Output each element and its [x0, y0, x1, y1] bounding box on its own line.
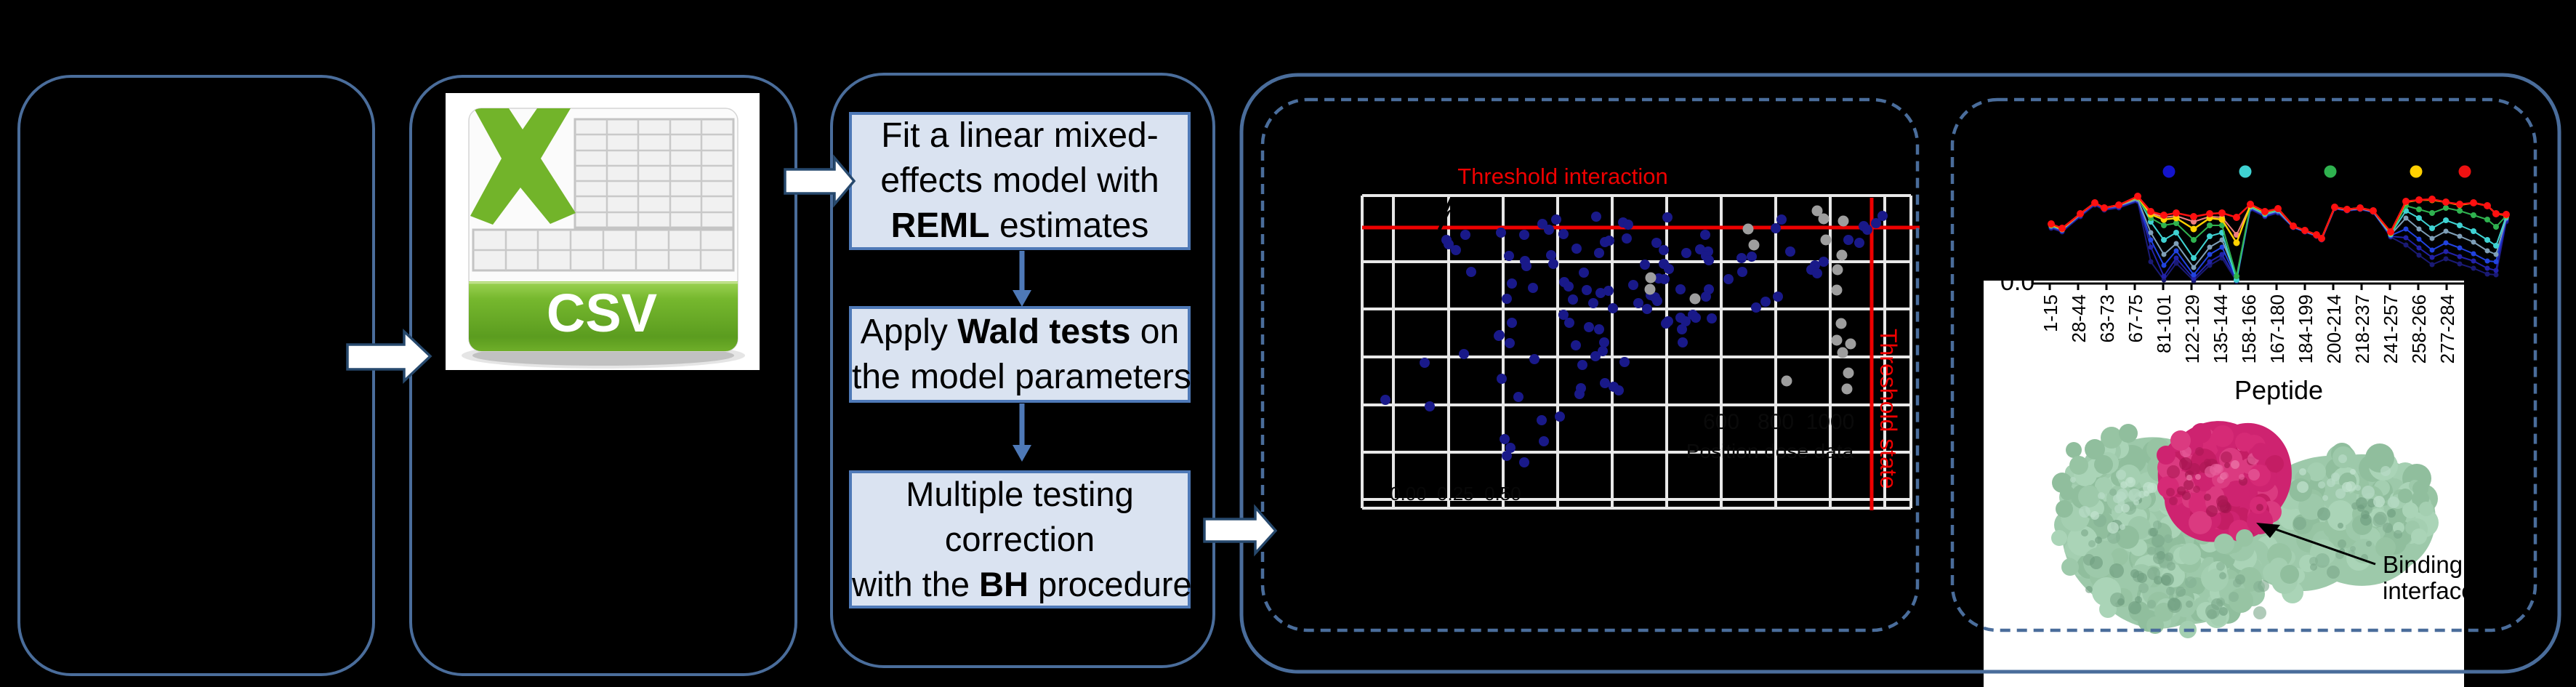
svg-text:600: 600 — [1703, 410, 1739, 434]
svg-text:258-266: 258-266 — [2408, 294, 2430, 363]
svg-text:135-144: 135-144 — [2210, 294, 2231, 363]
svg-text:Binding: Binding — [2383, 551, 2463, 578]
svg-text:122-129: 122-129 — [2181, 294, 2203, 363]
svg-text:Position dose data: Position dose data — [1686, 440, 1854, 462]
svg-text:241-257: 241-257 — [2380, 294, 2402, 363]
svg-text:28-44: 28-44 — [2068, 294, 2090, 343]
svg-text:1-15: 1-15 — [2040, 294, 2061, 332]
svg-text:interface: interface — [2383, 577, 2475, 604]
svg-text:Peptide: Peptide — [2234, 375, 2323, 405]
svg-text:CSV: CSV — [547, 283, 657, 343]
svg-text:63-73: 63-73 — [2096, 294, 2118, 343]
svg-text:218-237: 218-237 — [2351, 294, 2373, 363]
svg-text:184-199: 184-199 — [2295, 294, 2317, 363]
svg-text:277-284: 277-284 — [2436, 294, 2458, 363]
svg-text:Threshold interaction: Threshold interaction — [1457, 164, 1668, 189]
svg-text:1000: 1000 — [1806, 410, 1855, 434]
svg-text:67-75: 67-75 — [2125, 294, 2146, 343]
svg-text:0.0: 0.0 — [2000, 268, 2034, 296]
svg-text:167-180: 167-180 — [2266, 294, 2288, 363]
svg-text:158-166: 158-166 — [2238, 294, 2260, 363]
svg-text:0.00 0.25 0.50: 0.00 0.25 0.50 — [1390, 483, 1521, 505]
svg-text:200-214: 200-214 — [2323, 294, 2345, 363]
svg-text:800: 800 — [1758, 410, 1794, 434]
svg-text:Threshold state: Threshold state — [1875, 329, 1901, 489]
svg-text:81-101: 81-101 — [2153, 294, 2175, 353]
